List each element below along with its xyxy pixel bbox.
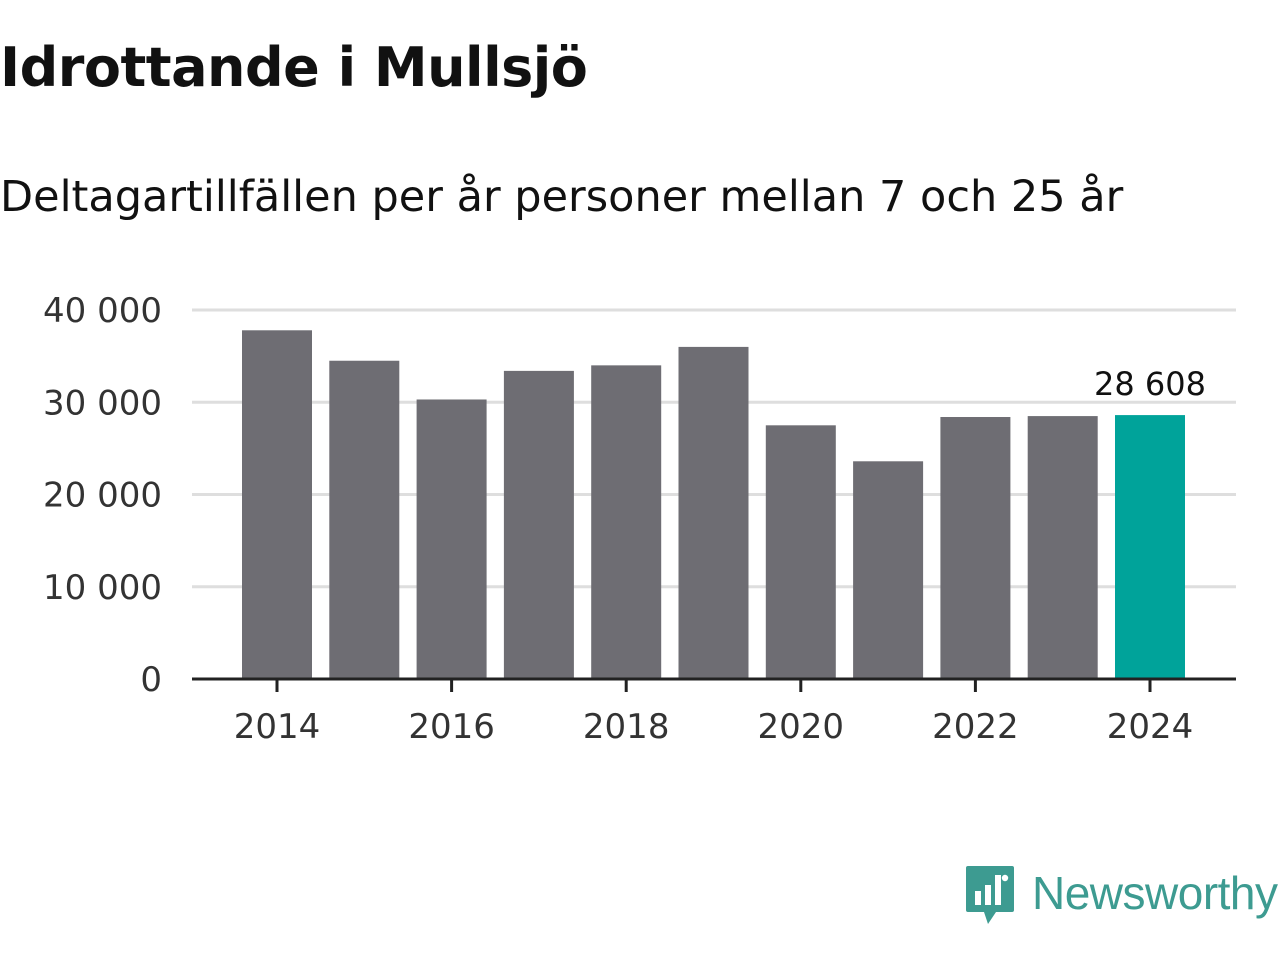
bar [591, 365, 662, 679]
x-tick-label: 2016 [408, 707, 495, 747]
y-tick-label: 10 000 [43, 568, 162, 608]
bar [242, 330, 312, 679]
y-tick-label: 20 000 [43, 476, 162, 516]
bar [678, 346, 749, 679]
bar [416, 399, 487, 679]
brand-name: Newsworthy [1032, 867, 1278, 919]
bar [853, 461, 924, 679]
data-label: 28 608 [1094, 365, 1206, 403]
bar-highlight [1115, 415, 1185, 679]
newsworthy-logo-icon [966, 866, 1014, 924]
bar [503, 370, 574, 679]
chart-title: Idrottande i Mullsjö [0, 36, 588, 99]
bar [329, 360, 400, 679]
bar [940, 417, 1011, 679]
x-tick-label: 2022 [932, 707, 1019, 747]
x-tick-label: 2014 [234, 707, 321, 747]
bar [765, 425, 836, 679]
y-tick-label: 0 [140, 660, 162, 700]
brand-logo: Newsworthy [964, 864, 1278, 928]
y-tick-label: 30 000 [43, 383, 162, 423]
x-tick-label: 2020 [758, 707, 845, 747]
x-tick-label: 2024 [1107, 707, 1194, 747]
bar [1027, 416, 1098, 679]
y-tick-label: 40 000 [43, 291, 162, 331]
chart-subtitle: Deltagartillfällen per år personer mella… [0, 172, 1124, 222]
x-tick-label: 2018 [583, 707, 670, 747]
